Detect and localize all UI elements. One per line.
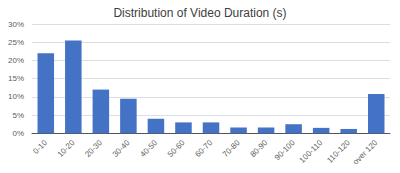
svg-text:30%: 30% <box>8 20 24 29</box>
svg-text:30-40: 30-40 <box>111 138 132 159</box>
svg-text:20-30: 20-30 <box>83 138 104 159</box>
svg-text:50-60: 50-60 <box>166 138 187 159</box>
svg-text:0%: 0% <box>12 129 24 138</box>
svg-text:5%: 5% <box>12 111 24 120</box>
svg-text:60-70: 60-70 <box>193 138 214 159</box>
svg-text:0-10: 0-10 <box>31 138 49 156</box>
svg-text:90-100: 90-100 <box>273 138 297 162</box>
svg-text:Distribution of Video Duration: Distribution of Video Duration (s) <box>113 6 286 20</box>
svg-text:100-110: 100-110 <box>298 138 325 165</box>
svg-text:110-120: 110-120 <box>325 138 352 165</box>
svg-text:10-20: 10-20 <box>56 138 77 159</box>
svg-text:25%: 25% <box>8 38 24 47</box>
svg-text:over 120: over 120 <box>351 138 380 167</box>
svg-text:10%: 10% <box>8 92 24 101</box>
svg-text:70-80: 70-80 <box>221 138 242 159</box>
svg-text:40-50: 40-50 <box>138 138 159 159</box>
svg-text:20%: 20% <box>8 56 24 65</box>
svg-text:15%: 15% <box>8 74 24 83</box>
svg-text:80-90: 80-90 <box>248 138 269 159</box>
